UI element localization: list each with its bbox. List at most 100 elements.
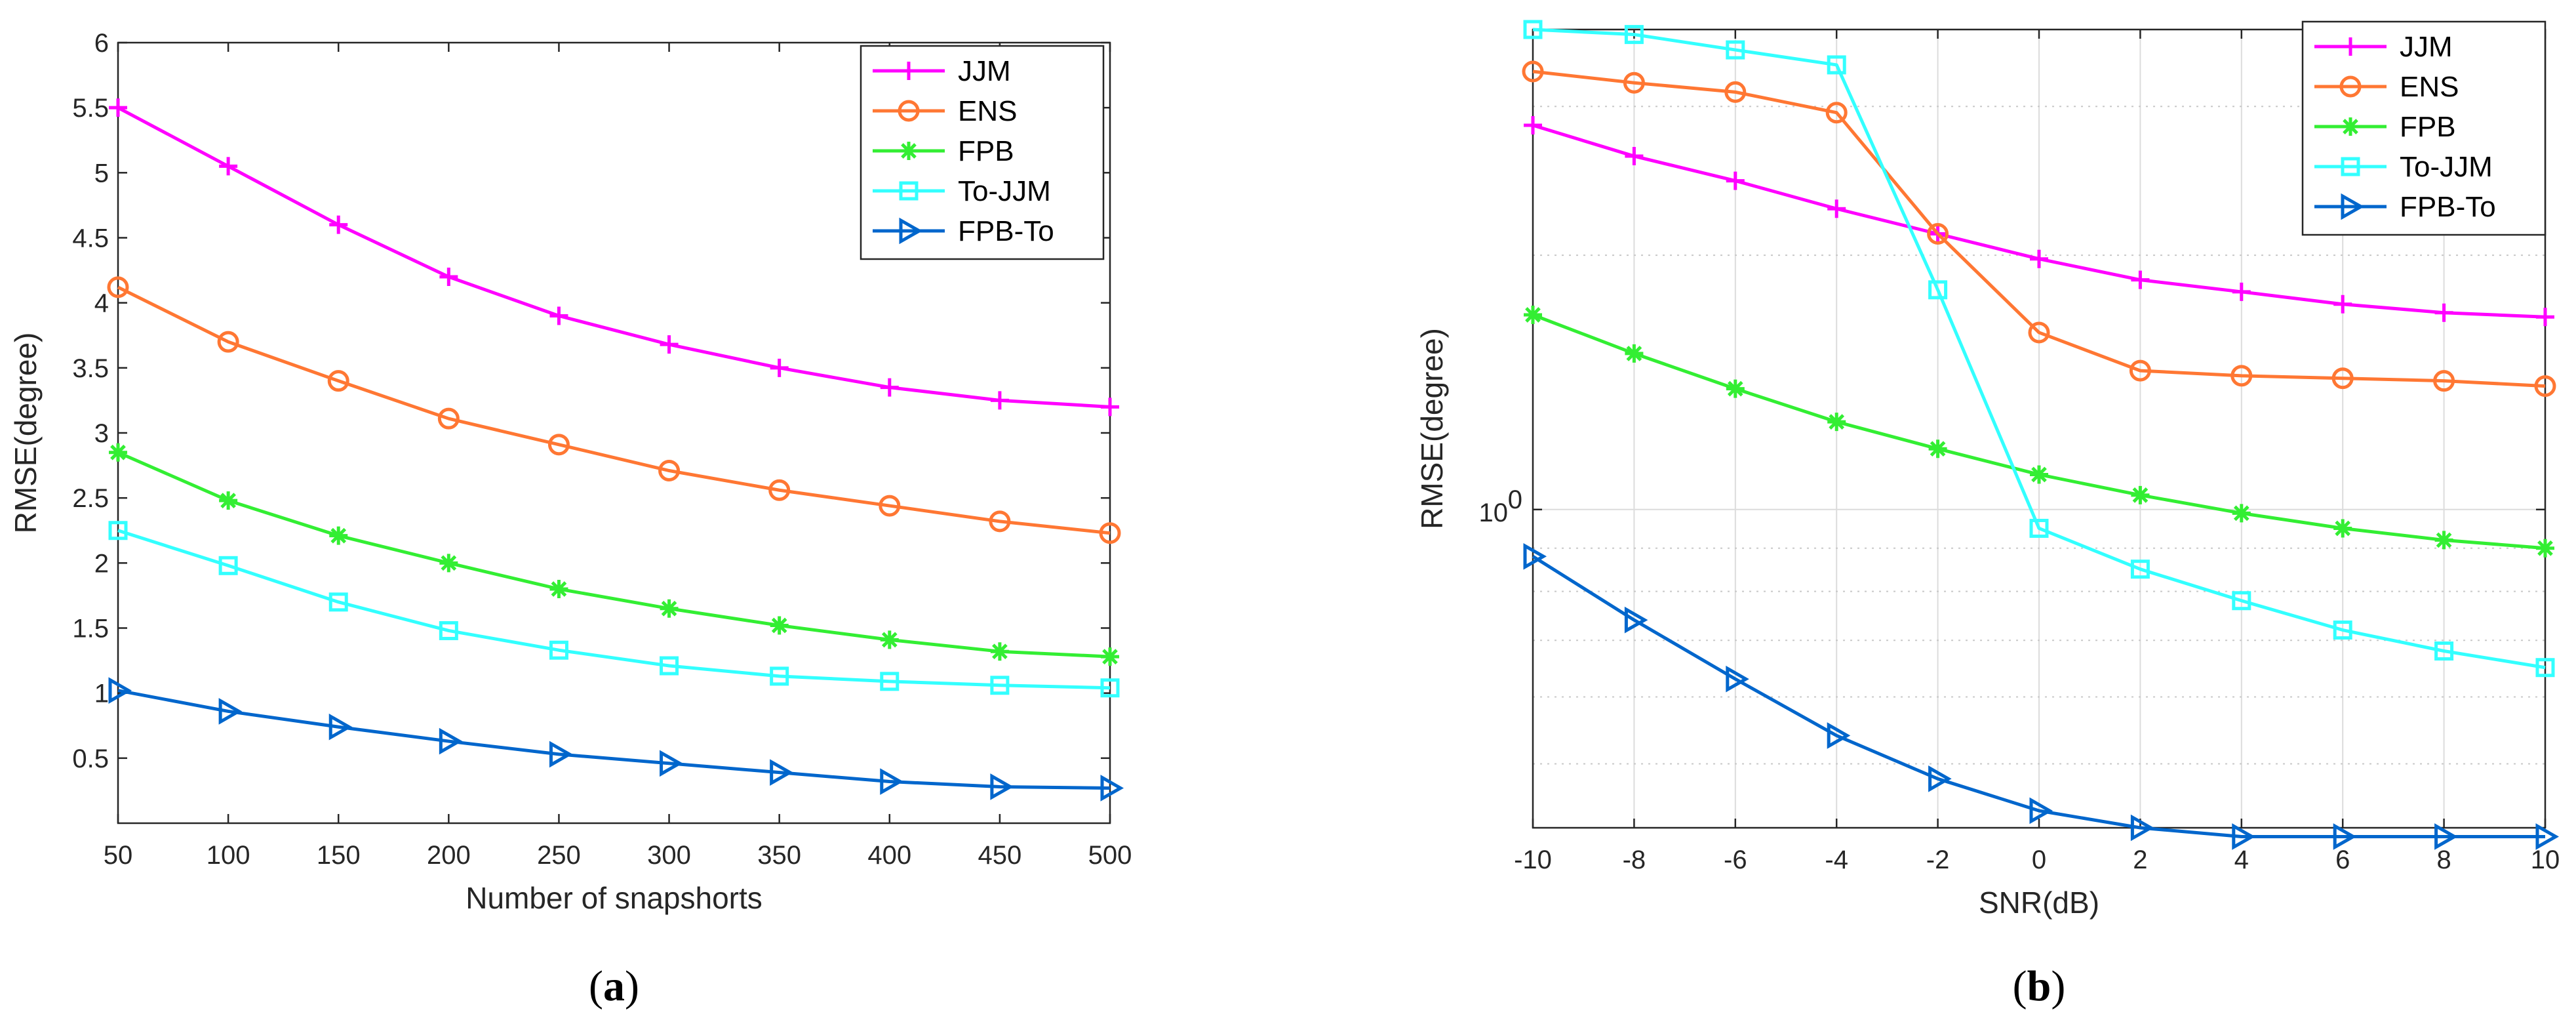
series-fpb-to — [1523, 542, 2560, 850]
data-point — [439, 727, 463, 755]
data-point — [329, 526, 348, 545]
legend-label: FPB-To — [2400, 191, 2496, 223]
data-point — [218, 556, 238, 575]
data-point — [1522, 60, 1544, 83]
data-point — [2029, 797, 2053, 825]
data-point — [2030, 249, 2048, 268]
data-point — [2232, 282, 2251, 301]
data-point — [660, 750, 683, 777]
legend-item: FPB — [2314, 111, 2456, 143]
caption-letter: a — [603, 962, 625, 1010]
data-point — [1523, 20, 1543, 39]
data-point — [660, 599, 679, 618]
legend-marker — [899, 181, 919, 201]
caption-open-paren: ( — [2013, 962, 2027, 1010]
series-group — [1522, 20, 2560, 850]
legend-marker — [2341, 193, 2365, 220]
x-tick-label: -2 — [1926, 845, 1950, 874]
y-tick-exponent: 0 — [1508, 485, 1522, 514]
data-point — [2131, 270, 2150, 289]
data-point — [109, 443, 127, 462]
data-point — [2434, 303, 2453, 322]
legend-item: ENS — [2314, 71, 2459, 103]
y-tick-label: 1.5 — [72, 615, 109, 643]
data-point — [770, 666, 789, 686]
x-tick-label: -10 — [1514, 845, 1552, 874]
legend-label: FPB-To — [958, 215, 1054, 247]
y-axis: 0.5 1 1.5 2 2.5 3 3.5 4 4.5 5 5.5 6 — [72, 29, 1110, 773]
y-tick-label: 6 — [94, 29, 109, 58]
data-point — [439, 268, 458, 286]
data-point — [990, 391, 1009, 410]
data-point — [2535, 823, 2560, 850]
series-ens — [1522, 60, 2556, 397]
series-jjm — [109, 98, 1119, 417]
data-point — [1523, 542, 1547, 570]
data-point — [328, 713, 353, 741]
data-point — [1726, 665, 1749, 693]
data-point — [549, 640, 568, 660]
data-point — [1827, 413, 1846, 432]
x-tick-label: 50 — [104, 841, 133, 870]
legend-label: FPB — [2400, 111, 2456, 143]
series-fpb-to — [108, 677, 1124, 802]
y-tick-label: 4.5 — [72, 224, 109, 253]
legend-marker — [898, 100, 920, 122]
series-jjm — [1524, 115, 2554, 327]
legend-marker — [2339, 75, 2362, 98]
y-tick-label: 4 — [94, 289, 109, 318]
series-fpb — [109, 443, 1119, 666]
y-tick-label: 3 — [94, 419, 109, 448]
data-point — [2535, 658, 2555, 678]
data-point — [549, 306, 568, 325]
x-tick-label: 0 — [2032, 845, 2046, 874]
data-point — [219, 491, 238, 510]
data-point — [109, 98, 127, 117]
data-point — [2131, 485, 2150, 504]
data-point — [2434, 531, 2453, 550]
legend-label: ENS — [958, 95, 1017, 127]
y-tick-label: 5.5 — [72, 94, 109, 123]
x-tick-label: -8 — [1623, 845, 1646, 874]
x-tick-label: 350 — [757, 841, 801, 870]
data-point — [2536, 308, 2554, 327]
data-point — [1100, 678, 1120, 698]
data-point — [2029, 518, 2049, 538]
legend-label: FPB — [958, 135, 1014, 167]
data-point — [217, 331, 239, 353]
data-point — [2534, 375, 2556, 397]
data-point — [219, 157, 238, 176]
legend-item: FPB — [873, 135, 1014, 167]
data-point — [1726, 379, 1745, 398]
x-axis-label: SNR(dB) — [1979, 886, 2099, 920]
series-line — [117, 451, 1111, 659]
series-ens — [107, 276, 1121, 544]
data-point — [768, 479, 791, 501]
data-point — [549, 580, 568, 598]
data-point — [108, 521, 128, 540]
data-point — [328, 592, 348, 612]
x-tick-label: 4 — [2234, 845, 2249, 874]
series-line — [1532, 28, 2546, 670]
data-point — [437, 407, 460, 430]
series-line — [117, 529, 1111, 690]
series-to-jjm — [108, 521, 1120, 698]
y-tick-label: 2 — [94, 549, 109, 578]
data-point — [2232, 591, 2251, 611]
x-axis: -10 -8 -6 -4 -2 0 2 4 6 8 10 — [1514, 30, 2560, 874]
x-tick-label: 8 — [2436, 845, 2451, 874]
data-point — [329, 215, 348, 234]
data-point — [1625, 147, 1644, 166]
data-point — [1623, 71, 1645, 94]
data-point — [2433, 370, 2455, 392]
legend-marker — [900, 142, 918, 160]
data-point — [1625, 344, 1644, 363]
x-tick-label: 150 — [317, 841, 361, 870]
legend-item: To-JJM — [2314, 151, 2493, 183]
x-tick-label: 250 — [537, 841, 581, 870]
y-tick-label: 0.5 — [72, 744, 109, 773]
legend-item: To-JJM — [873, 175, 1051, 207]
data-point — [2333, 519, 2352, 538]
